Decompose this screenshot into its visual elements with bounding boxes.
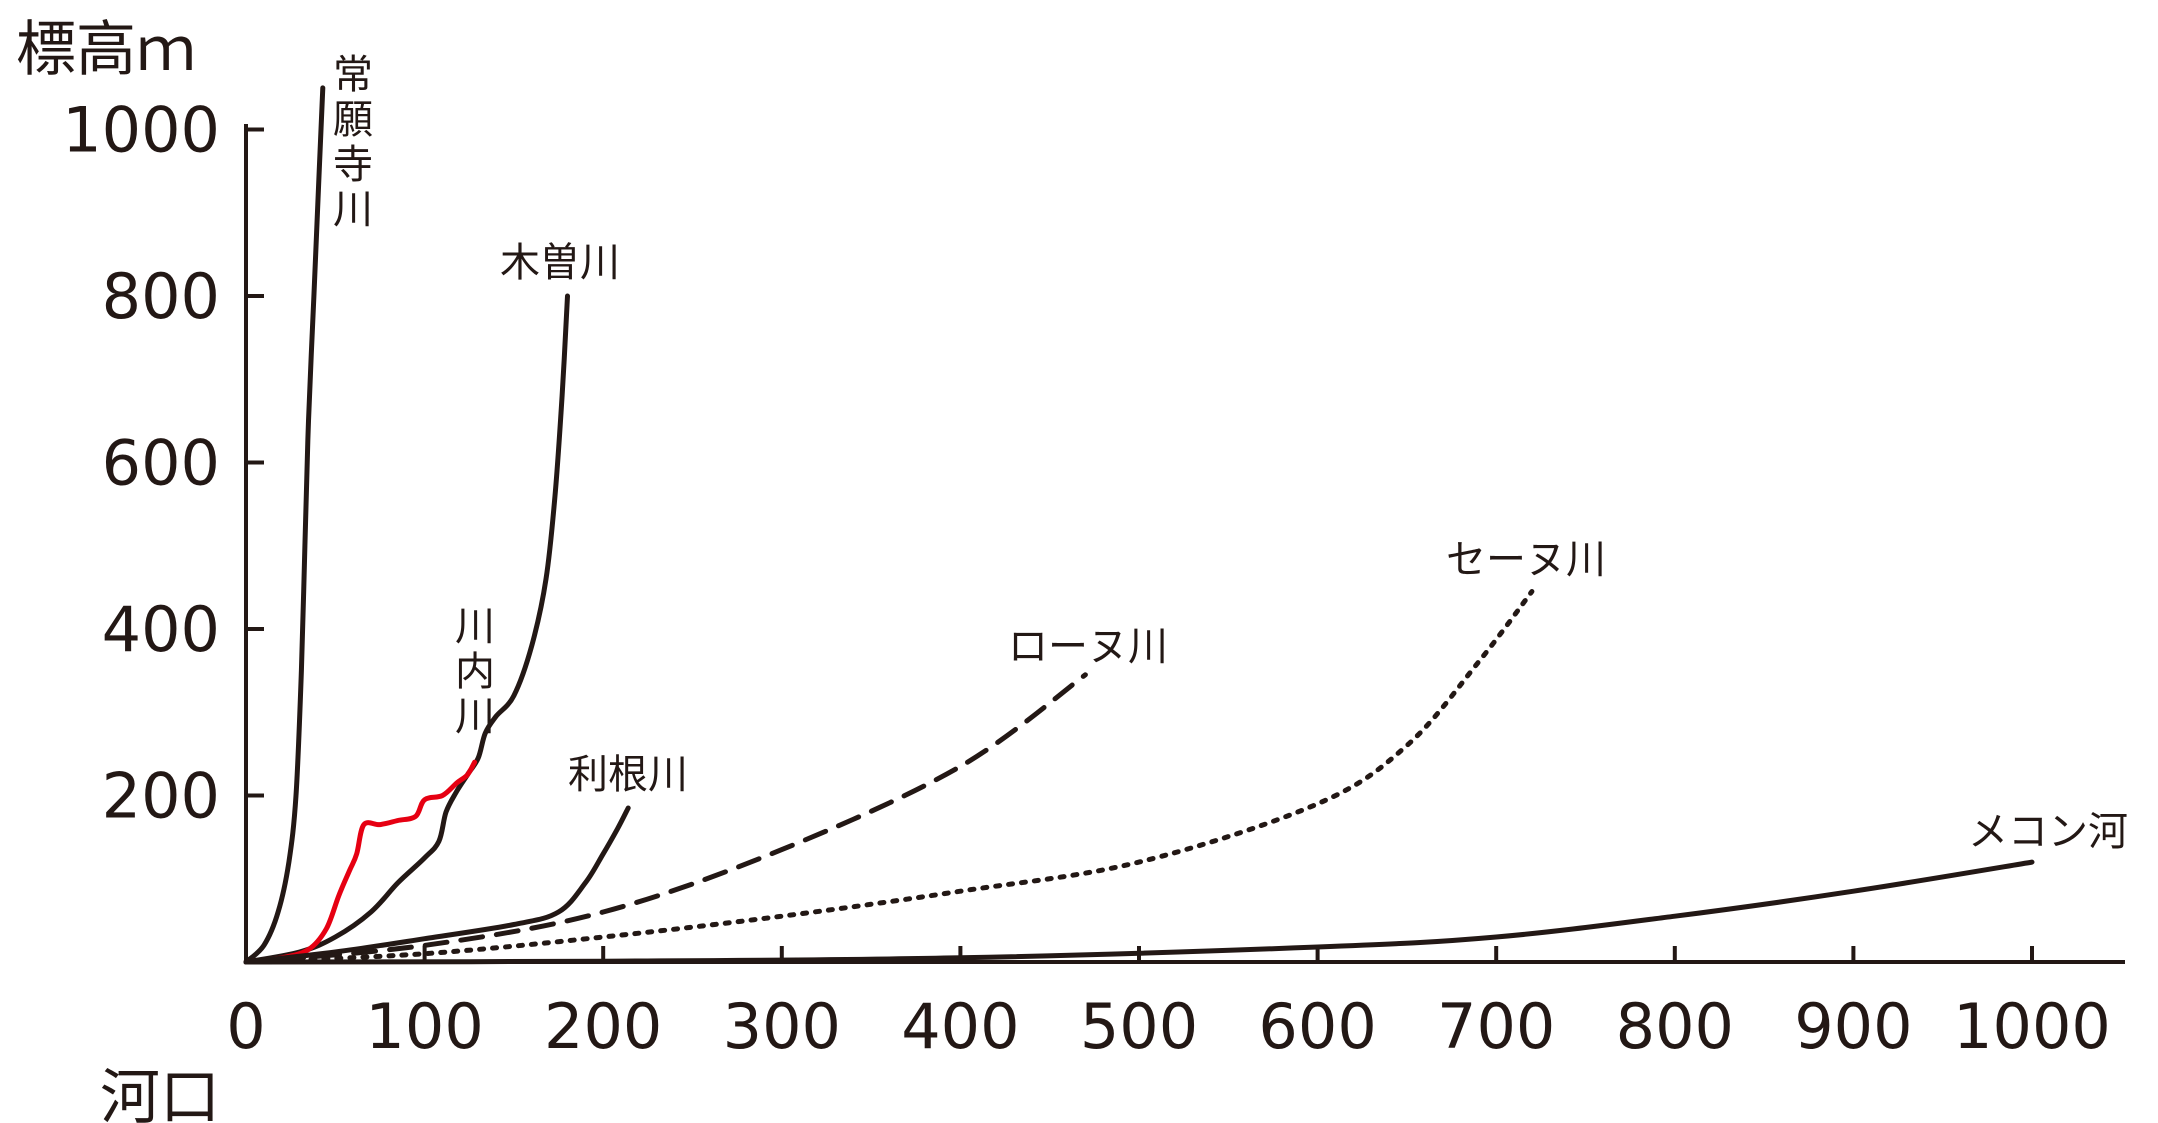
y-tick-label-400: 400	[102, 593, 220, 666]
x-tick-label-200: 200	[544, 990, 662, 1063]
x-axis-title: 河口	[100, 1063, 220, 1123]
series-line-3	[243, 759, 478, 965]
x-tick-label-500: 500	[1080, 990, 1198, 1063]
series-label-1: 常願寺川	[333, 52, 373, 233]
x-tick-label-700: 700	[1437, 990, 1555, 1063]
y-tick-label-1000: 1000	[62, 94, 220, 167]
series-label-2: 木曽川	[500, 240, 620, 286]
series-line-5	[243, 672, 1088, 965]
x-tick-label-100: 100	[365, 990, 483, 1063]
series-label-3: 川内川	[455, 604, 495, 740]
x-tick-label-1000: 1000	[1953, 990, 2111, 1063]
series-line-2	[243, 293, 570, 965]
series-line-6	[243, 589, 1535, 965]
series-label-7: メコン河	[1968, 809, 2128, 855]
x-tick-label-600: 600	[1258, 990, 1376, 1063]
series-layer	[243, 85, 2035, 965]
ticks-layer: 0 100 200 300 400 500 600 700 800 900 1000 200 400 60…	[62, 94, 2111, 1064]
series-line-4	[243, 805, 631, 965]
y-tick-label-800: 800	[102, 260, 220, 333]
series-line-1	[243, 85, 326, 965]
x-tick-label-300: 300	[723, 990, 841, 1063]
y-tick-label-600: 600	[102, 427, 220, 500]
x-tick-label-0: 0	[226, 990, 265, 1063]
x-tick-label-900: 900	[1794, 990, 1912, 1063]
x-tick-label-400: 400	[901, 990, 1019, 1063]
series-line-7	[243, 859, 2035, 965]
y-tick-label-200: 200	[102, 760, 220, 833]
series-label-6: セーヌ川	[1446, 537, 1606, 583]
x-tick-label-800: 800	[1616, 990, 1734, 1063]
series-label-4: 利根川	[568, 752, 688, 798]
y-axis-title: 標高ｍ	[16, 15, 196, 85]
series-label-5: ローヌ川	[1008, 624, 1168, 670]
